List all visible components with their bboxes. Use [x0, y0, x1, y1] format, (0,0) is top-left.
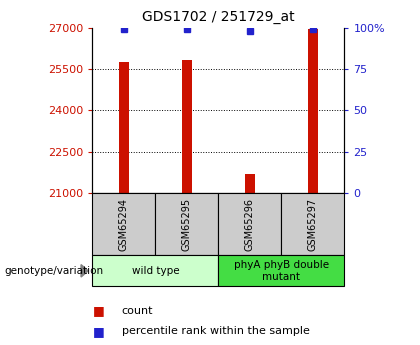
Bar	[308, 29, 318, 193]
Bar	[245, 174, 255, 193]
Text: wild type: wild type	[131, 266, 179, 276]
Bar	[182, 60, 192, 193]
Text: GSM65295: GSM65295	[182, 198, 192, 251]
Bar	[155, 193, 218, 255]
Text: ■: ■	[92, 325, 104, 338]
Text: genotype/variation: genotype/variation	[4, 266, 103, 276]
Bar	[218, 255, 344, 286]
Text: GSM65296: GSM65296	[245, 198, 255, 251]
Bar	[92, 255, 218, 286]
Bar	[119, 62, 129, 193]
Bar	[92, 193, 155, 255]
Bar	[281, 193, 344, 255]
Polygon shape	[81, 265, 88, 277]
Text: percentile rank within the sample: percentile rank within the sample	[122, 326, 310, 336]
Text: ■: ■	[92, 304, 104, 317]
Text: GSM65294: GSM65294	[119, 198, 129, 251]
Text: count: count	[122, 306, 153, 315]
Text: GSM65297: GSM65297	[308, 198, 318, 251]
Text: phyA phyB double
mutant: phyA phyB double mutant	[234, 260, 329, 282]
Bar	[218, 193, 281, 255]
Title: GDS1702 / 251729_at: GDS1702 / 251729_at	[142, 10, 295, 24]
